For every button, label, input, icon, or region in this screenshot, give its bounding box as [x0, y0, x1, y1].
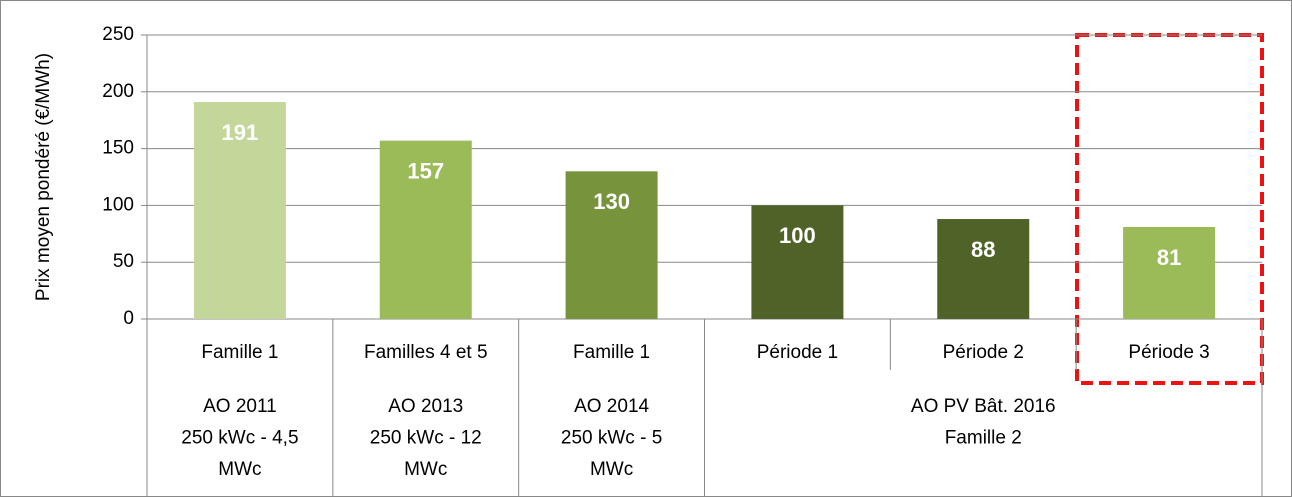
category-label: Famille 1: [201, 342, 278, 363]
category-label: Période 3: [1128, 342, 1209, 363]
group-label: AO PV Bât. 2016: [911, 396, 1056, 417]
value-label: 81: [1157, 245, 1181, 270]
bar: [751, 205, 844, 319]
y-tick-label: 100: [102, 194, 134, 215]
group-label: AO 2013: [388, 396, 463, 417]
value-label: 157: [407, 158, 444, 183]
category-label: Période 1: [757, 342, 838, 363]
bar: [379, 140, 472, 319]
y-axis-label: Prix moyen pondéré (€/MWh): [33, 53, 54, 301]
bar: [193, 102, 286, 319]
group-label: 250 kWc - 12: [370, 428, 482, 449]
y-tick-label: 150: [102, 138, 134, 159]
group-label: AO 2011: [203, 396, 277, 417]
group-label: 250 kWc - 4,5: [181, 428, 298, 449]
category-label: Période 2: [943, 342, 1024, 363]
y-tick-label: 250: [102, 24, 134, 45]
group-label: MWc: [218, 459, 261, 480]
bar: [937, 219, 1030, 319]
category-label: Familles 4 et 5: [364, 342, 488, 363]
value-label: 100: [779, 223, 816, 248]
value-label: 130: [593, 189, 630, 214]
y-tick-label: 50: [113, 251, 134, 272]
y-tick-label: 0: [123, 308, 134, 329]
group-label: 250 kWc - 5: [561, 428, 662, 449]
category-label: Famille 1: [573, 342, 650, 363]
bar: [565, 171, 658, 319]
value-label: 191: [222, 120, 259, 145]
group-label: AO 2014: [574, 396, 649, 417]
group-label: MWc: [590, 459, 633, 480]
group-label: MWc: [404, 459, 447, 480]
value-label: 88: [971, 237, 995, 262]
bar: [1123, 226, 1216, 319]
highlight-box: [1075, 33, 1264, 385]
group-label: Famille 2: [945, 428, 1022, 449]
y-tick-label: 200: [102, 81, 134, 102]
